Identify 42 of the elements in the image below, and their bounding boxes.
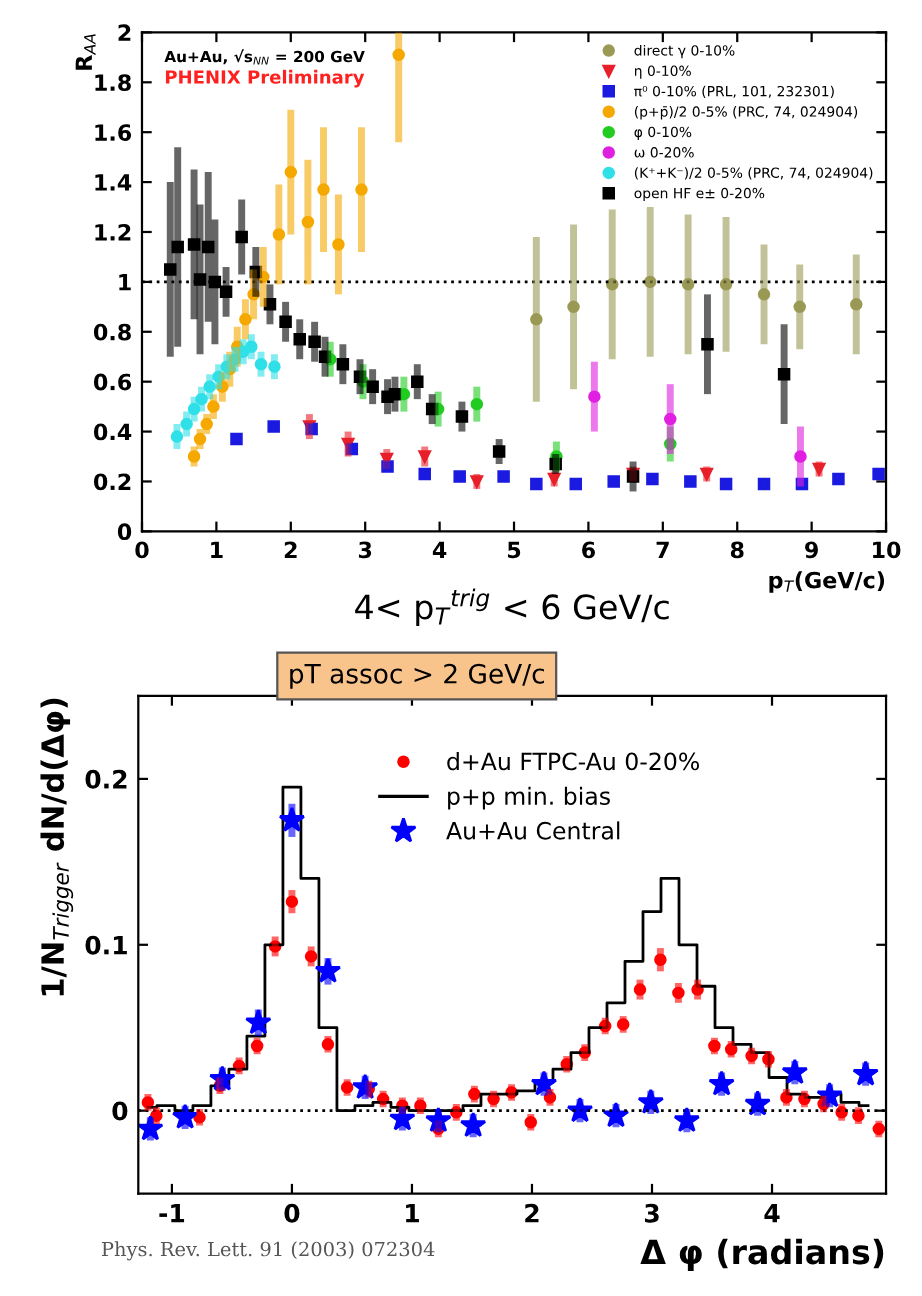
y-tick-label: 0.8 (93, 323, 131, 341)
y-tick-label: 1.6 (95, 124, 132, 141)
legend-label: Au+Au Central (446, 821, 620, 840)
legend-label: p+p min. bias (448, 786, 610, 810)
x-tick-label: 0 (135, 541, 149, 559)
y-tick-label: 1.4 (95, 174, 132, 191)
text: Phys. Rev. Lett. 91 (2003) 072304 (101, 1241, 435, 1261)
y-tick-label: 1 (119, 274, 131, 291)
x-tick-label: 4 (764, 1204, 780, 1223)
x-tick-label: 10 (873, 541, 901, 559)
y-axis-title: 1/N$_{Trigger}$ dN/d(Δφ) (40, 698, 74, 996)
x-tick-label: 2 (284, 541, 297, 558)
x-axis-title: Δ φ (radians) (640, 1238, 884, 1271)
y-tick-label: 1.8 (95, 74, 131, 92)
x-tick-label: 2 (525, 1203, 539, 1223)
y-tick-label: 0 (117, 523, 132, 541)
x-tick-label: 3 (644, 1203, 659, 1223)
x-tick-label: 5 (508, 541, 521, 559)
x-tick-label: 8 (730, 541, 744, 559)
x-tick-label: 9 (805, 541, 818, 559)
y-tick-label: 1.2 (95, 223, 131, 241)
x-tick-label: 1 (406, 1204, 419, 1223)
y-tick-label: 2 (118, 24, 131, 41)
x-tick-label: 3 (358, 541, 372, 559)
x-tick-label: -1 (159, 1204, 185, 1223)
chart-title: 4< p$_{T}$$^{trig}$ < 6 GeV/c (355, 588, 669, 627)
y-tick-label: 0.4 (93, 423, 132, 441)
x-tick-label: 7 (656, 541, 669, 558)
y-tick-label: 0.2 (93, 473, 131, 491)
y-axis-title: R$_{AA}$ (75, 34, 96, 70)
x-tick-label: 1 (211, 541, 223, 558)
y-tick-label: 0.2 (85, 769, 127, 789)
x-tick-label: 6 (582, 541, 595, 559)
x-tick-label: 4 (432, 541, 447, 558)
y-tick-label: 0.1 (85, 935, 127, 955)
legend-label: d+Au FTPC-Au 0-20% (447, 752, 699, 771)
x-axis-title: p$_{T}$(GeV/c) (769, 571, 885, 593)
x-tick-label: 0 (284, 1203, 300, 1223)
text: pT assoc > 2 GeV/c (290, 663, 544, 689)
y-tick-label: 0 (112, 1101, 128, 1121)
annotation: PHENIX Preliminary (165, 69, 365, 88)
y-tick-label: 0.6 (93, 373, 132, 391)
